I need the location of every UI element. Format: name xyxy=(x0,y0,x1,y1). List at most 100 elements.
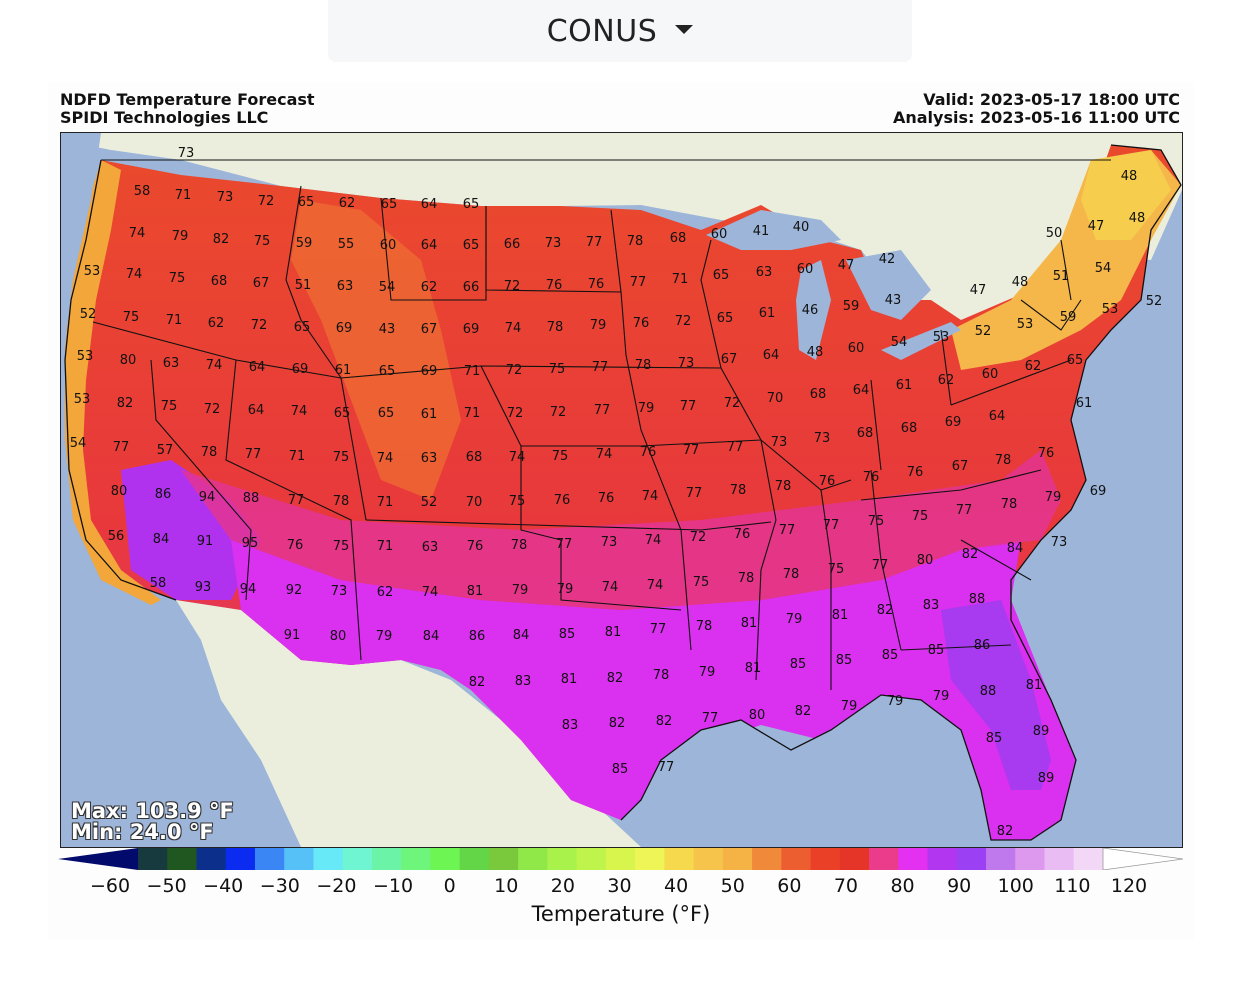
colorbar-tick-label: −10 xyxy=(372,875,414,897)
map-value-label: 77 xyxy=(586,235,603,250)
map-value-label: 61 xyxy=(896,378,913,393)
colorbar-segment xyxy=(401,848,432,870)
map-value-label: 79 xyxy=(638,401,655,416)
map-value-label: 80 xyxy=(330,629,347,644)
map-value-label: 70 xyxy=(767,391,784,406)
colorbar-segment xyxy=(664,848,695,870)
colorbar-tick-label: 90 xyxy=(947,875,972,897)
map-value-label: 76 xyxy=(1038,446,1055,461)
map-value-label: 62 xyxy=(421,280,438,295)
map-value-label: 46 xyxy=(802,303,819,318)
map-value-label: 77 xyxy=(594,403,611,418)
map-value-label: 78 xyxy=(627,234,644,249)
analysis-time: Analysis: 2023-05-16 11:00 UTC xyxy=(892,108,1180,127)
map-value-label: 67 xyxy=(253,276,270,291)
colorbar-extend-low xyxy=(58,848,138,870)
map-value-label: 79 xyxy=(376,629,393,644)
map-value-label: 71 xyxy=(289,449,306,464)
map-value-label: 74 xyxy=(642,489,659,504)
colorbar-segment xyxy=(138,848,168,870)
colorbar-segment xyxy=(956,848,987,870)
map-value-label: 86 xyxy=(155,487,172,502)
map-value-label: 69 xyxy=(421,364,438,379)
map-value-label: 73 xyxy=(545,236,562,251)
map-value-label: 65 xyxy=(463,238,480,253)
map-value-label: 74 xyxy=(509,450,526,465)
map-value-label: 83 xyxy=(923,598,940,613)
state-borders xyxy=(92,159,1111,690)
colorbar-tick-label: 110 xyxy=(1054,875,1091,897)
colorbar-tick-label: −60 xyxy=(89,875,131,897)
colorbar-tick-label: 40 xyxy=(664,875,689,897)
map-value-label: 53 xyxy=(74,392,91,407)
map-value-label: 78 xyxy=(653,668,670,683)
map-value-label: 75 xyxy=(828,562,845,577)
map-value-label: 76 xyxy=(588,277,605,292)
map-value-label: 69 xyxy=(336,321,353,336)
coast-cool xyxy=(65,160,161,605)
map-value-label: 52 xyxy=(80,307,97,322)
map-value-label: 74 xyxy=(647,578,664,593)
map-value-label: 94 xyxy=(240,582,257,597)
map-value-label: 60 xyxy=(711,227,728,242)
map-value-label: 62 xyxy=(339,196,356,211)
colorbar-segment xyxy=(342,848,373,870)
map-value-label: 81 xyxy=(1026,678,1043,693)
map-value-label: 60 xyxy=(797,262,814,277)
map-value-label: 61 xyxy=(759,306,776,321)
map-value-label: 80 xyxy=(749,708,766,723)
figure-source: SPIDI Technologies LLC xyxy=(60,108,269,127)
map-value-label: 62 xyxy=(938,373,955,388)
map-value-label: 77 xyxy=(683,443,700,458)
map-value-label: 88 xyxy=(969,592,986,607)
map-value-label: 58 xyxy=(134,184,151,199)
map-value-label: 81 xyxy=(832,608,849,623)
map-value-label: 69 xyxy=(463,322,480,337)
colorbar-segment xyxy=(488,848,519,870)
temperature-colorbar xyxy=(58,848,1183,870)
map-value-label: 65 xyxy=(717,311,734,326)
map-value-label: 47 xyxy=(970,283,987,298)
map-value-label: 63 xyxy=(163,356,180,371)
colorbar-segment xyxy=(196,848,227,870)
figure-time-block: Valid: 2023-05-17 18:00 UTC Analysis: 20… xyxy=(893,91,1180,127)
map-value-label: 40 xyxy=(793,220,810,235)
map-value-label: 64 xyxy=(248,403,265,418)
map-value-label: 77 xyxy=(779,523,796,538)
colorbar-tick-label: 30 xyxy=(607,875,632,897)
colorbar-segment xyxy=(810,848,841,870)
map-value-label: 41 xyxy=(753,224,770,239)
region-dropdown[interactable]: CONUS xyxy=(328,0,912,62)
map-value-label: 77 xyxy=(823,518,840,533)
map-value-label: 77 xyxy=(556,537,573,552)
rockies-cool xyxy=(291,200,461,500)
map-value-label: 76 xyxy=(734,527,751,542)
map-value-label: 86 xyxy=(469,629,486,644)
colorbar-segment xyxy=(225,848,256,870)
map-value-label: 64 xyxy=(989,409,1006,424)
map-value-label: 84 xyxy=(153,532,170,547)
map-value-label: 71 xyxy=(175,188,192,203)
map-value-label: 82 xyxy=(213,232,230,247)
map-value-label: 71 xyxy=(377,539,394,554)
colorbar-title: Temperature (°F) xyxy=(531,902,711,926)
lake-superior xyxy=(706,210,841,250)
map-canvas: 73 58 71 73 72 65 62 65 64 65 74 79 82 75 59 55 60 64 65 66… xyxy=(61,133,1182,847)
map-value-label: 75 xyxy=(693,575,710,590)
map-value-label: 52 xyxy=(1146,294,1163,309)
map-value-label: 64 xyxy=(249,360,266,375)
map-value-label: 48 xyxy=(1129,211,1146,226)
colorbar-tick-label: 80 xyxy=(890,875,915,897)
colorbar-segment xyxy=(167,848,198,870)
map-value-label: 85 xyxy=(928,643,945,658)
colorbar-tick-label: 70 xyxy=(833,875,859,897)
map-value-label: 53 xyxy=(77,349,94,364)
map-value-label: 65 xyxy=(381,197,398,212)
map-value-label: 51 xyxy=(295,278,312,293)
region-dropdown-label: CONUS xyxy=(546,13,658,49)
chevron-down-icon[interactable] xyxy=(675,24,694,34)
map-value-label: 72 xyxy=(724,396,741,411)
map-value-label: 74 xyxy=(422,585,439,600)
map-value-label: 81 xyxy=(745,661,762,676)
map-value-label: 84 xyxy=(513,628,530,643)
